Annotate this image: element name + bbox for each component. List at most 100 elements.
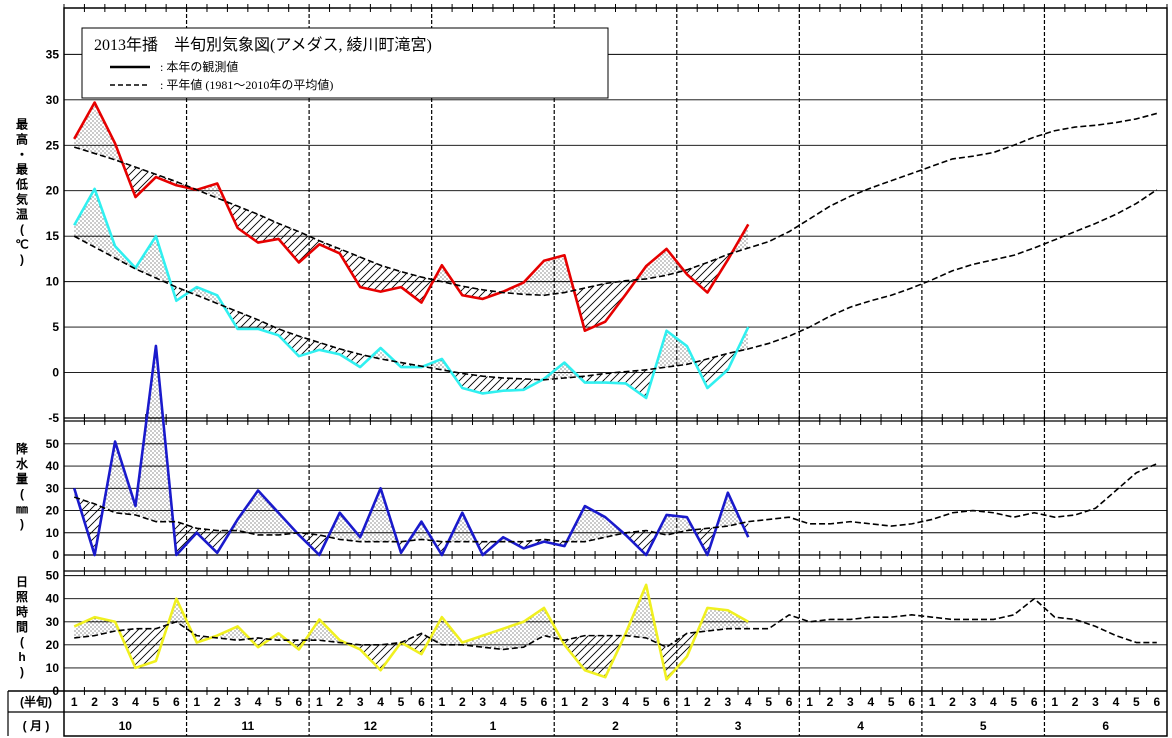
- series-lines: [72, 101, 1158, 681]
- y-tick-label: 40: [46, 459, 60, 473]
- normal-line-temperature: [73, 112, 1157, 297]
- pentad-label: 2: [336, 695, 343, 709]
- pentad-label: 3: [847, 695, 854, 709]
- pentad-label: 6: [1153, 695, 1160, 709]
- pentad-label: 1: [561, 695, 568, 709]
- pentad-label: 6: [1031, 695, 1038, 709]
- y-axis-label-char: (: [20, 487, 24, 501]
- y-axis-label-char: 高: [16, 132, 28, 147]
- anomaly-fill: [237, 490, 259, 535]
- anomaly-fill: [135, 628, 156, 668]
- y-tick-label: 40: [46, 592, 60, 606]
- pentad-label: 6: [173, 695, 180, 709]
- y-axis-label-char: 最: [16, 118, 29, 132]
- anomaly-fill: [258, 490, 279, 535]
- pentad-label: 5: [1133, 695, 1140, 709]
- y-axis-label-char: (: [20, 223, 24, 237]
- anomaly-fill: [686, 262, 708, 293]
- y-tick-label: 25: [46, 138, 60, 152]
- anomaly-fill: [401, 633, 422, 655]
- pentad-label: 1: [71, 695, 78, 709]
- y-axis-label-char: 量: [16, 472, 28, 486]
- observed-line-temperature: [73, 187, 750, 400]
- y-axis-label: 降水量(㎜): [16, 441, 29, 531]
- anomaly-fill: [707, 353, 728, 388]
- y-axis-label: 最高・最低気温(℃): [15, 118, 29, 267]
- y-tick-label: -5: [48, 411, 59, 425]
- pentad-label: 4: [622, 695, 629, 709]
- observed-line-precipitation: [72, 344, 750, 557]
- y-axis-label-char: 照: [16, 589, 28, 604]
- anomaly-fill: [237, 311, 259, 329]
- month-label: 11: [241, 719, 254, 733]
- normal-line-precipitation: [73, 463, 1158, 543]
- observed-line-sunshine: [73, 583, 749, 681]
- month-label: 5: [980, 719, 987, 733]
- y-axis-label-char: 低: [15, 177, 28, 192]
- pentad-label: 1: [929, 695, 936, 709]
- pentad-label: 2: [1072, 695, 1079, 709]
- y-tick-label: 50: [46, 437, 60, 451]
- pentad-label: 1: [316, 695, 323, 709]
- anomaly-fill: [646, 248, 667, 279]
- pentad-label: 5: [888, 695, 895, 709]
- pentad-label: 6: [296, 695, 303, 709]
- pentad-label: 4: [990, 695, 997, 709]
- y-tick-label: 15: [46, 229, 60, 243]
- anomaly-fill: [523, 607, 545, 648]
- anomaly-fill: [584, 635, 606, 678]
- y-axis-label-char: 気: [16, 192, 28, 207]
- anomaly-fill: [482, 376, 504, 394]
- y-tick-label: 20: [46, 504, 60, 518]
- anomaly-fill: [278, 223, 299, 263]
- pentad-label: 6: [663, 695, 670, 709]
- pentad-label: 3: [234, 695, 241, 709]
- pentad-label: 1: [1051, 695, 1058, 709]
- anomaly-fill: [380, 265, 402, 292]
- month-label: 3: [735, 719, 742, 733]
- pentad-label: 2: [949, 695, 956, 709]
- month-label: 10: [119, 719, 133, 733]
- y-axis-label-char: h: [18, 650, 25, 664]
- pentad-label: 4: [1113, 695, 1120, 709]
- anomaly-fill: [503, 378, 524, 391]
- pentad-label: 5: [153, 695, 160, 709]
- y-tick-label: 20: [46, 184, 60, 198]
- pentad-label: 3: [970, 695, 977, 709]
- pentad-unit-label: (半旬): [20, 694, 52, 709]
- anomaly-fill: [584, 373, 606, 383]
- y-tick-label: 10: [46, 661, 60, 675]
- pentad-label: 2: [827, 695, 834, 709]
- y-tick-label: 10: [46, 526, 60, 540]
- anomaly-fill: [605, 280, 626, 322]
- y-tick-label: 5: [52, 320, 59, 334]
- pentad-label: 6: [418, 695, 425, 709]
- pentad-label: 2: [91, 695, 98, 709]
- pentad-label: 2: [459, 695, 466, 709]
- anomaly-fill: [74, 102, 95, 154]
- y-axis-label-char: 間: [16, 620, 28, 634]
- pentad-label: 5: [520, 695, 527, 709]
- y-tick-label: 0: [52, 366, 59, 380]
- pentad-label: 1: [193, 695, 200, 709]
- y-tick-label: 50: [46, 569, 60, 583]
- anomaly-fill: [319, 342, 340, 355]
- pentad-label: 1: [439, 695, 446, 709]
- legend-observed-label: : 本年の観測値: [160, 59, 238, 74]
- y-tick-label: 0: [52, 684, 59, 698]
- pentad-label: 5: [275, 695, 282, 709]
- pentad-label: 5: [765, 695, 772, 709]
- pentad-label: 4: [745, 695, 752, 709]
- pentad-label: 3: [479, 695, 486, 709]
- pentad-label: 3: [724, 695, 731, 709]
- y-axis-label-char: 温: [16, 208, 28, 222]
- anomaly-fill: [298, 231, 320, 263]
- anomaly-fill: [74, 617, 95, 638]
- month-label: 4: [857, 719, 864, 733]
- pentad-label: 4: [377, 695, 384, 709]
- y-tick-label: 30: [46, 93, 60, 107]
- anomaly-fill: [135, 236, 156, 278]
- month-label: 2: [612, 719, 619, 733]
